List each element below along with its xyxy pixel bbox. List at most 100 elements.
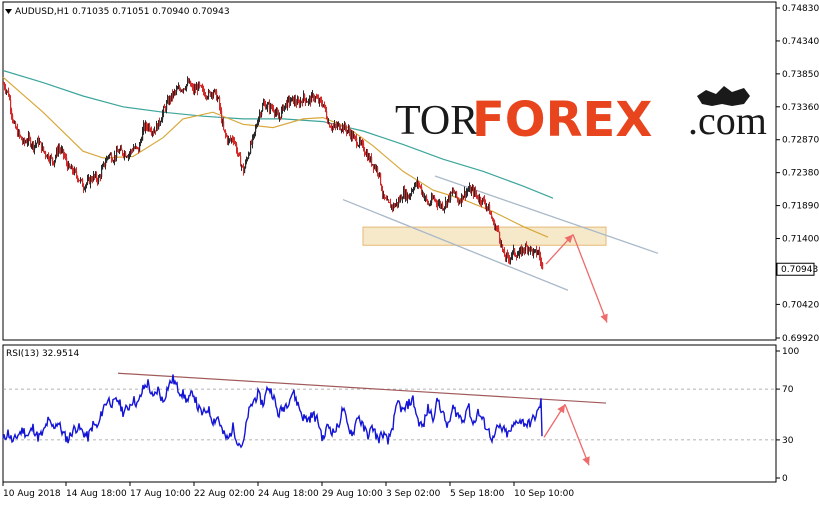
candle-body (115, 155, 117, 158)
candle-body (522, 247, 524, 255)
candle-body (193, 86, 195, 92)
candle-body (201, 85, 203, 88)
candle-body (120, 148, 122, 151)
candle-body (260, 113, 262, 116)
candle-body (392, 205, 394, 208)
candle-body (396, 202, 398, 205)
candle-body (291, 97, 293, 102)
candle-body (458, 199, 460, 204)
candle-body (411, 191, 413, 195)
candle-body (243, 166, 245, 174)
candle-body (200, 85, 202, 87)
candle-body (515, 254, 517, 257)
candle-body (167, 98, 169, 103)
rsi-line (2, 374, 543, 449)
candle-body (5, 88, 7, 92)
moving-average-slow (2, 69, 554, 199)
candle-body (66, 157, 68, 164)
candle-body (92, 180, 94, 182)
candle-body (336, 125, 338, 127)
candle-body (506, 253, 508, 259)
candle-body (351, 132, 353, 138)
candle-body (534, 249, 536, 251)
candle-body (165, 107, 167, 110)
candle-body (17, 128, 19, 136)
candle-body (168, 98, 170, 104)
candle-body (430, 203, 432, 205)
candle-body (238, 153, 240, 154)
candle-body (285, 103, 287, 106)
candle-body (538, 250, 540, 254)
candle-body (454, 191, 456, 194)
candle-body (408, 194, 410, 199)
candle-body (301, 101, 303, 102)
candle-body (436, 200, 438, 204)
rsi-arrow-up-head (557, 404, 565, 414)
candle-body (414, 185, 416, 190)
candle-body (423, 192, 425, 198)
candle-body (293, 96, 295, 104)
candle-body (357, 144, 359, 146)
candle-body (53, 161, 55, 165)
candle-body (50, 156, 52, 162)
logo-text-tor: TOR (395, 98, 478, 144)
candle-body (117, 149, 119, 152)
candle-body (416, 182, 418, 185)
candle-body (520, 248, 522, 251)
candle-body (6, 90, 8, 92)
candle-body (216, 90, 218, 101)
candle-body (457, 197, 459, 200)
candle-body (356, 137, 358, 145)
candle-body (25, 141, 27, 143)
candle-body (135, 146, 137, 149)
candle-body (158, 120, 160, 130)
candle-body (429, 204, 431, 206)
price-axis-label: 0.70420 (782, 300, 819, 310)
candle-body (332, 126, 334, 129)
candle-body (195, 87, 197, 90)
candle-body (297, 99, 299, 105)
candle-body (346, 128, 348, 132)
candle-body (403, 189, 405, 199)
candle-body (370, 157, 372, 162)
candle-body (250, 142, 252, 154)
candle-body (486, 206, 488, 208)
candle-body (455, 191, 457, 194)
candle-body (307, 101, 309, 103)
candle-body (90, 177, 92, 184)
candle-body (302, 101, 304, 103)
candle-body (539, 250, 541, 257)
candle-body (86, 183, 88, 186)
candle-body (159, 120, 161, 124)
candle-body (154, 130, 156, 134)
candle-body (531, 247, 533, 250)
candle-body (164, 107, 166, 109)
rsi-axis-label: 100 (782, 347, 799, 357)
candle-body (148, 124, 150, 129)
candle-body (247, 158, 249, 160)
candle-body (379, 172, 381, 175)
candle-body (313, 94, 315, 99)
candle-body (277, 111, 279, 115)
candle-body (431, 196, 433, 204)
current-price-label: 0.70943 (781, 265, 818, 275)
candle-body (299, 102, 301, 106)
candle-body (41, 142, 43, 151)
candle-body (409, 195, 411, 199)
candle-body (321, 100, 323, 105)
candle-body (358, 145, 360, 147)
candle-body (16, 127, 18, 129)
candle-body (404, 189, 406, 198)
candle-body (466, 191, 468, 197)
candle-body (3, 83, 5, 85)
candle-body (36, 143, 38, 145)
candle-body (267, 104, 269, 108)
candle-body (412, 190, 414, 192)
candle-body (497, 227, 499, 229)
candle-body (20, 135, 22, 137)
candle-body (4, 84, 6, 89)
candle-body (328, 122, 330, 124)
candle-body (459, 201, 461, 204)
candle-body (283, 105, 285, 111)
candle-body (47, 154, 49, 158)
